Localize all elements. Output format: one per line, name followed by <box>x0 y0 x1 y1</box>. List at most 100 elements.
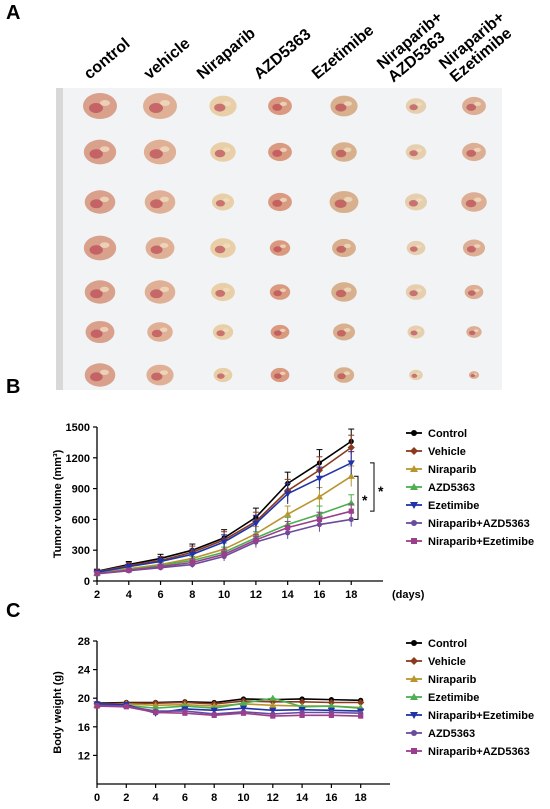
legend-label: Niraparib <box>428 674 477 686</box>
group-label-niraparib: Niraparib <box>194 24 259 83</box>
group-label-ezetimibe: Ezetimibe <box>309 21 378 83</box>
tumor-photo <box>56 88 502 390</box>
tumor-specimen <box>144 280 176 304</box>
legend-label: AZD5363 <box>428 482 475 494</box>
tumor-specimen <box>269 240 291 256</box>
tumor-specimen <box>83 139 117 165</box>
series-line <box>96 704 361 715</box>
legend-item: Ezetimibe <box>406 500 479 512</box>
tumor-specimen <box>83 93 117 119</box>
data-point <box>347 472 355 479</box>
tumor-specimen <box>329 190 359 214</box>
data-point <box>182 710 188 716</box>
data-point <box>348 508 354 514</box>
data-point <box>284 510 292 517</box>
group-label-niraparib-ezetimibe: Niraparib+ Ezetimibe <box>436 8 516 86</box>
legend-marker <box>411 730 417 736</box>
tumor-specimen <box>404 193 428 211</box>
legend-item: AZD5363 <box>406 482 475 494</box>
tumor-specimen <box>461 192 487 212</box>
data-point <box>298 698 306 706</box>
data-point <box>358 713 364 719</box>
legend-label: Niraparib+AZD5363 <box>428 518 530 530</box>
legend-label: Niraparib+Ezetimibe <box>428 710 534 722</box>
x-tick-label: 10 <box>218 589 230 601</box>
x-tick-label: 10 <box>237 792 249 804</box>
legend-item: Niraparib+Ezetimibe <box>406 710 534 722</box>
tumor-specimen <box>209 95 237 117</box>
series-line <box>96 705 361 717</box>
legend-marker <box>410 502 418 509</box>
legend-label: Control <box>428 638 467 650</box>
data-point <box>299 712 305 718</box>
legend-marker <box>410 465 418 472</box>
legend-item: Control <box>406 638 467 650</box>
tumor-specimen <box>213 367 233 383</box>
data-point <box>153 709 159 716</box>
data-point <box>221 551 227 557</box>
x-tick-label: 2 <box>94 589 100 601</box>
legend-marker <box>410 675 418 682</box>
y-tick-label: 28 <box>78 636 90 648</box>
legend-item: Vehicle <box>406 656 466 668</box>
data-point <box>357 698 365 707</box>
tumor-specimen <box>468 371 480 379</box>
data-point <box>328 712 334 718</box>
legend-item: Ezetimibe <box>406 692 479 704</box>
tumor-specimen <box>464 284 484 300</box>
series-niraparib-ezetimibe <box>94 503 355 577</box>
legend-marker <box>411 520 417 526</box>
x-tick-label: 16 <box>313 589 325 601</box>
tumor-specimen <box>406 240 426 256</box>
significance-mark: * <box>362 492 368 508</box>
tumor-specimen <box>462 142 486 162</box>
y-tick-label: 0 <box>84 576 90 588</box>
data-point <box>285 525 291 531</box>
tumor-specimen <box>407 325 425 339</box>
legend-item: Niraparib <box>406 464 477 476</box>
data-point <box>347 460 355 467</box>
data-point <box>347 443 355 452</box>
x-tick-label: 6 <box>157 589 163 601</box>
tumor-specimen <box>270 367 290 383</box>
data-point <box>94 703 100 709</box>
x-tick-label: 18 <box>345 589 357 601</box>
panel-label-b: B <box>6 376 21 398</box>
tumor-specimen <box>405 284 427 300</box>
x-tick-label: 2 <box>123 792 129 804</box>
significance-mark: * <box>378 483 384 499</box>
tumor-specimen <box>332 323 356 341</box>
legend-label: Niraparib+AZD5363 <box>428 746 530 758</box>
data-point <box>270 713 276 719</box>
significance-brackets: ** <box>354 462 384 520</box>
x-tick-label: 4 <box>126 589 133 601</box>
y-tick-label: 600 <box>72 514 90 526</box>
x-tick-label: 12 <box>267 792 279 804</box>
legend-marker <box>410 657 418 665</box>
legend-marker <box>410 712 418 719</box>
y-tick-label: 1200 <box>66 453 90 465</box>
data-point <box>189 559 195 566</box>
data-point <box>348 516 354 522</box>
legend-label: AZD5363 <box>428 728 475 740</box>
data-point <box>188 551 196 558</box>
data-point <box>126 567 132 573</box>
x-tick-label: 12 <box>250 589 262 601</box>
x-tick-label: 8 <box>211 792 217 804</box>
data-point <box>315 475 324 482</box>
y-tick-label: 24 <box>78 665 91 677</box>
tumor-specimen <box>462 96 486 116</box>
tumor-specimen <box>83 235 117 261</box>
y-axis-label: Body weight (g) <box>52 671 64 754</box>
legend-item: Niraparib+Ezetimibe <box>406 536 534 548</box>
tumor-specimen <box>143 139 177 165</box>
data-point <box>327 702 335 709</box>
tumor-specimen <box>331 282 357 302</box>
legend-label: Control <box>428 428 467 440</box>
legend-marker <box>411 430 417 436</box>
bracket <box>370 462 375 512</box>
chart-axes: 0 300 600 900 1200 1500 2 4 6 8 10 12 14 16 18 <box>66 422 383 601</box>
data-point <box>125 564 133 571</box>
